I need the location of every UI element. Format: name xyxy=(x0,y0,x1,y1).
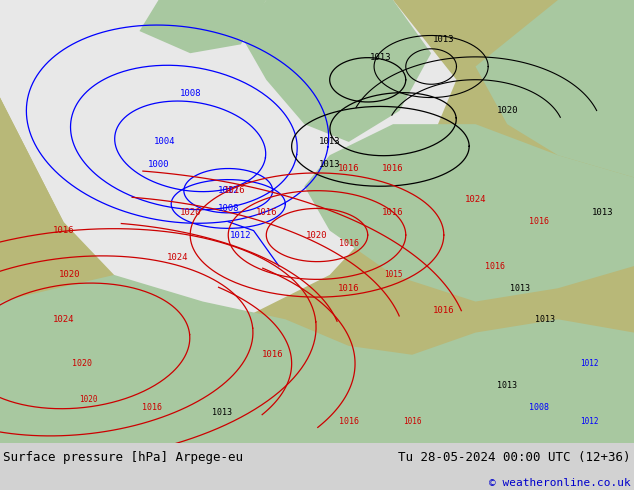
Text: 1013: 1013 xyxy=(592,208,613,218)
Text: 1008: 1008 xyxy=(179,89,201,98)
Text: © weatheronline.co.uk: © weatheronline.co.uk xyxy=(489,478,631,488)
Text: 1016: 1016 xyxy=(53,226,74,235)
Text: 1012: 1012 xyxy=(580,359,599,368)
Text: 1016: 1016 xyxy=(142,403,162,413)
Text: Tu 28-05-2024 00:00 UTC (12+36): Tu 28-05-2024 00:00 UTC (12+36) xyxy=(398,451,631,464)
Polygon shape xyxy=(139,0,266,53)
Text: 1013: 1013 xyxy=(370,53,391,62)
Text: 1013: 1013 xyxy=(319,137,340,147)
Text: 1024: 1024 xyxy=(465,195,486,204)
Text: 1016: 1016 xyxy=(403,417,422,426)
Text: 1016: 1016 xyxy=(382,164,404,173)
Text: 1012: 1012 xyxy=(217,186,239,195)
Text: 1020: 1020 xyxy=(306,230,328,240)
Polygon shape xyxy=(241,0,431,142)
Text: 1016: 1016 xyxy=(382,208,404,218)
Text: 1004: 1004 xyxy=(154,137,176,147)
Text: 1013: 1013 xyxy=(497,381,517,391)
Text: 1020: 1020 xyxy=(496,106,518,115)
Text: 1013: 1013 xyxy=(212,408,232,417)
Text: 1020: 1020 xyxy=(59,270,81,279)
Text: Surface pressure [hPa] Arpege-eu: Surface pressure [hPa] Arpege-eu xyxy=(3,451,243,464)
Text: 1016: 1016 xyxy=(484,262,505,270)
Text: 1020: 1020 xyxy=(179,208,201,218)
Polygon shape xyxy=(0,98,63,275)
Text: 1016: 1016 xyxy=(339,417,359,426)
Text: 1012: 1012 xyxy=(580,417,599,426)
Text: 1016: 1016 xyxy=(224,186,245,195)
Polygon shape xyxy=(304,124,634,301)
Text: 1013: 1013 xyxy=(433,35,455,45)
Text: 1016: 1016 xyxy=(339,240,359,248)
Polygon shape xyxy=(476,0,634,177)
Text: 1024: 1024 xyxy=(53,315,74,324)
Text: 1013: 1013 xyxy=(319,160,340,169)
Text: 1016: 1016 xyxy=(256,208,277,218)
Text: 1000: 1000 xyxy=(148,160,169,169)
Text: 1016: 1016 xyxy=(529,217,549,226)
Text: 1008: 1008 xyxy=(217,204,239,213)
Text: 1016: 1016 xyxy=(262,350,283,359)
Text: 1013: 1013 xyxy=(535,315,555,324)
Text: 1016: 1016 xyxy=(338,284,359,293)
Text: 1013: 1013 xyxy=(510,284,530,293)
Polygon shape xyxy=(0,0,456,319)
Text: 1016: 1016 xyxy=(433,306,455,315)
Text: 1020: 1020 xyxy=(79,394,98,404)
Text: 1015: 1015 xyxy=(384,270,403,279)
Text: 1020: 1020 xyxy=(72,359,93,368)
Text: 1016: 1016 xyxy=(338,164,359,173)
Text: 1012: 1012 xyxy=(230,230,252,240)
Polygon shape xyxy=(0,275,634,443)
Text: 1008: 1008 xyxy=(529,403,549,413)
Text: 1024: 1024 xyxy=(167,253,188,262)
